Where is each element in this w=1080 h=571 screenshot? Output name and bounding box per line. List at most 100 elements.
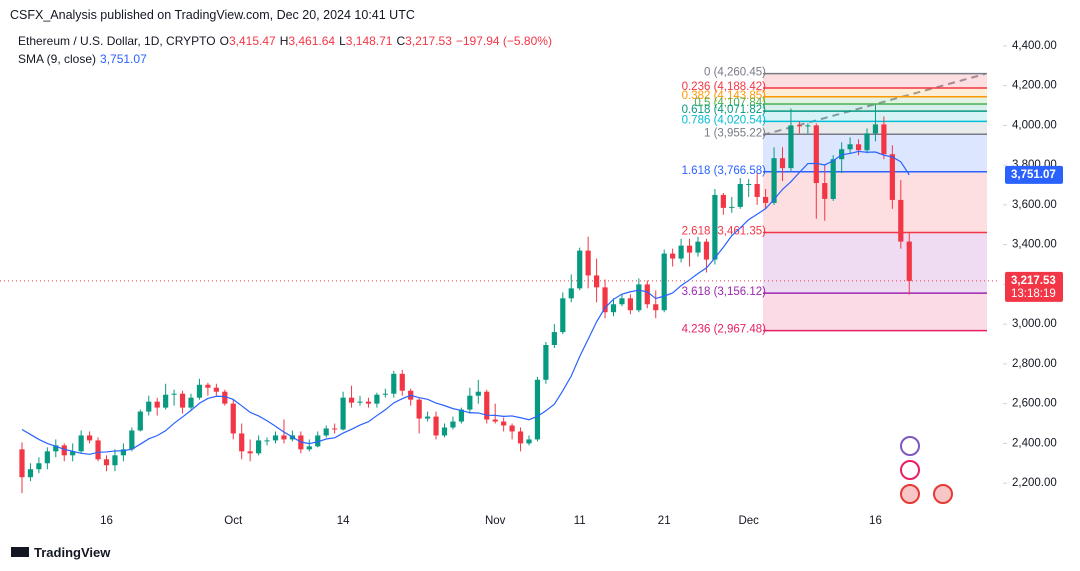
y-tick-label: 2,200.00 <box>1012 477 1057 489</box>
ohlc-value: 3,415.47 <box>228 34 276 48</box>
published: CSFX_Analysis published on TradingView.c… <box>10 8 415 22</box>
candle-body <box>771 158 777 203</box>
candle-body <box>264 440 270 442</box>
candle-body <box>458 409 464 422</box>
flag-icon[interactable] <box>900 484 920 504</box>
fib-label: 3.618 (3,156.12) <box>682 286 767 298</box>
candle-body <box>484 391 490 420</box>
candle-body <box>103 459 110 466</box>
candle-body <box>332 428 338 430</box>
candle-body <box>70 451 76 456</box>
candle-body <box>763 196 769 203</box>
fib-band <box>763 171 987 233</box>
logo <box>11 547 29 557</box>
y-tick-label: 3,600.00 <box>1012 199 1057 211</box>
candle-body <box>87 435 93 441</box>
overlay-value: 3,751.07 <box>100 52 147 66</box>
fib-band <box>763 87 987 97</box>
candle-body <box>129 430 135 450</box>
candle-body <box>416 399 422 419</box>
legend: SMA (9, close) 3,751.07 <box>18 52 151 66</box>
icon[interactable] <box>900 460 920 480</box>
candle-body <box>222 391 228 404</box>
candle-body <box>120 449 126 456</box>
candle-body <box>365 401 372 404</box>
candle-body <box>323 428 329 436</box>
candle-body <box>213 387 219 392</box>
candle-body <box>154 401 160 408</box>
candle-body <box>602 287 608 313</box>
candle-body <box>653 304 659 311</box>
y-tick-label: 3,400.00 <box>1012 239 1057 251</box>
candle-body <box>678 245 684 259</box>
candle-body <box>509 425 515 432</box>
candle-body <box>560 298 566 333</box>
candle-body <box>171 393 177 395</box>
candle-body <box>433 416 439 436</box>
fib-label: 1 (3,955.22) <box>704 127 766 139</box>
candle-body <box>399 373 405 391</box>
y-tick-label: 2,600.00 <box>1012 398 1057 410</box>
price-tag <box>1005 165 1063 184</box>
candle-body <box>720 194 726 208</box>
candle-body <box>475 391 481 396</box>
candle-body <box>543 345 549 380</box>
candle-body <box>382 393 388 395</box>
candle-body <box>281 435 287 440</box>
candle-body <box>577 250 583 289</box>
sma-line <box>21 150 910 455</box>
candle-body <box>594 275 600 288</box>
fib-label: 0.382 (4,143.85) <box>682 90 767 102</box>
candle-body <box>95 440 101 460</box>
candle-body <box>889 154 895 200</box>
x-tick-label: Nov <box>485 515 506 527</box>
x-tick-label: 21 <box>658 515 671 527</box>
x-tick-label: 16 <box>869 515 882 527</box>
candle-body <box>137 411 143 431</box>
y-tick-label: 2,800.00 <box>1012 358 1057 370</box>
candle-body <box>205 384 211 388</box>
candle-body <box>450 421 456 428</box>
candle-body <box>686 245 693 253</box>
candle-body <box>340 397 346 430</box>
candle-body <box>703 241 710 260</box>
candle-body <box>585 250 591 276</box>
candle-body <box>44 451 50 464</box>
ohlc-key: L <box>339 34 346 48</box>
fib-label: 0.236 (4,188.42) <box>682 81 767 93</box>
y-tick-label: 4,000.00 <box>1012 119 1057 131</box>
change: −197.94 (−5.80%) <box>455 34 552 48</box>
candle-body <box>636 284 642 311</box>
candle-body <box>627 298 633 311</box>
icon[interactable] <box>900 436 920 456</box>
candle-body <box>872 124 879 134</box>
x-tick-label: Dec <box>738 515 759 527</box>
candle-body <box>813 125 819 184</box>
candle-body <box>881 124 887 155</box>
candle-body <box>619 298 625 305</box>
candle-body <box>822 183 828 199</box>
price-tag-label: 3,217.53 <box>1011 275 1056 287</box>
y-tick-label: 4,400.00 <box>1012 40 1057 52</box>
candle-body <box>737 184 743 207</box>
brand: TradingView <box>34 545 111 560</box>
fib-label: 1.618 (3,766.58) <box>682 165 767 177</box>
y-tick-label: 2,400.00 <box>1012 437 1057 449</box>
ohlc-value: 3,461.64 <box>288 34 336 48</box>
y-tick-label: 4,200.00 <box>1012 80 1057 92</box>
fib-band <box>763 96 987 104</box>
candle-body <box>534 379 541 440</box>
candle-body <box>779 158 786 169</box>
fib-label: 2.618 (3,461.35) <box>682 225 767 237</box>
candle-body <box>712 194 718 260</box>
flag-icon[interactable] <box>933 484 953 504</box>
price-tag-label: 3,751.07 <box>1011 169 1056 181</box>
candle-body <box>78 435 84 452</box>
ohlc-key: C <box>396 34 406 48</box>
candle-body <box>374 394 380 404</box>
y-tick-label: 3,000.00 <box>1012 318 1057 330</box>
fib-band <box>763 73 987 88</box>
candle-body <box>272 435 279 441</box>
candle-body <box>425 416 431 419</box>
